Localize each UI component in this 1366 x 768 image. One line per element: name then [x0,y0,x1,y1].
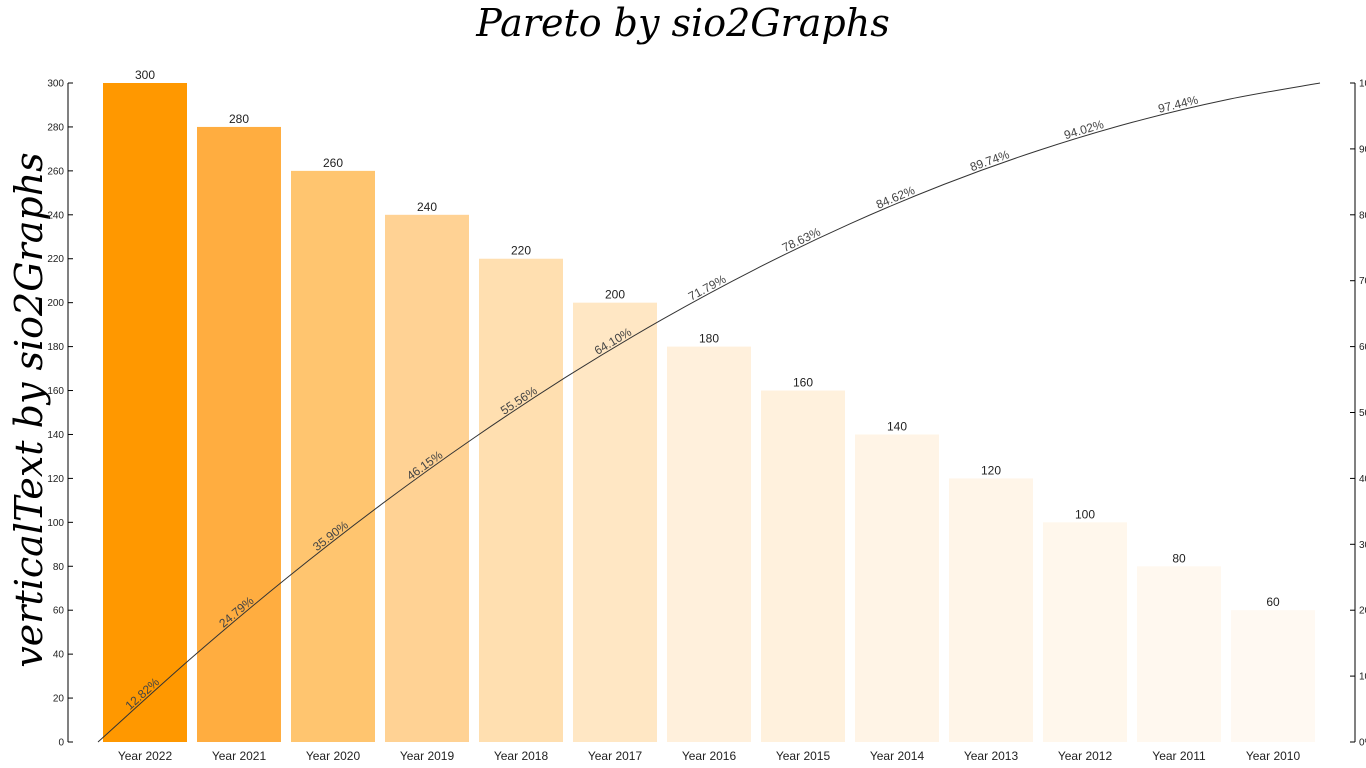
cumulative-label: 84.62% [874,183,917,212]
x-tick-label: Year 2015 [776,749,831,763]
cumulative-label: 78.63% [780,225,823,255]
y-tick-label: 60 [53,606,65,617]
y-tick-label: 300 [47,79,64,90]
bar-value-label: 240 [417,200,437,214]
bar-value-label: 100 [1075,507,1095,521]
bar [855,434,939,742]
bar-value-label: 60 [1266,595,1280,609]
x-tick-label: Year 2020 [306,749,361,763]
y2-tick-label: 60% [1359,342,1366,353]
bar [197,126,281,742]
bar-value-label: 160 [793,376,813,390]
y-tick-label: 0 [58,738,64,749]
x-tick-label: Year 2018 [494,749,549,763]
bar [103,83,187,742]
cumulative-label: 71.79% [686,272,729,304]
x-tick-label: Year 2011 [1152,749,1206,763]
y-tick-label: 40 [53,650,65,661]
y-tick-label: 180 [47,342,64,353]
x-tick-label: Year 2010 [1246,749,1301,763]
y2-tick-label: 40% [1359,474,1366,485]
y2-tick-label: 70% [1359,276,1366,287]
y-tick-label: 100 [47,518,64,529]
y-tick-label: 200 [47,298,64,309]
bar-value-label: 180 [699,332,719,346]
bar [667,346,751,742]
x-tick-label: Year 2021 [212,749,267,763]
bar-value-label: 200 [605,288,625,302]
cumulative-label: 97.44% [1157,93,1200,116]
y2-tick-label: 90% [1359,144,1366,155]
cumulative-line [97,82,1321,743]
bar-value-label: 300 [135,68,155,82]
bar-value-label: 140 [887,419,907,433]
bar-value-label: 120 [981,463,1001,477]
y2-tick-label: 30% [1359,540,1366,551]
y-tick-label: 280 [47,122,64,133]
y-tick-label: 260 [47,166,64,177]
y-tick-label: 160 [47,386,64,397]
x-tick-label: Year 2022 [118,749,173,763]
y2-tick-label: 100% [1359,79,1366,90]
x-tick-label: Year 2019 [400,749,455,763]
x-tick-label: Year 2014 [870,749,925,763]
bar-value-label: 220 [511,244,531,258]
cumulative-label: 94.02% [1062,117,1105,142]
y-tick-label: 140 [47,430,64,441]
x-tick-label: Year 2012 [1058,749,1113,763]
bar-value-label: 260 [323,156,343,170]
bar [949,478,1033,742]
bar [479,258,563,742]
y2-tick-label: 20% [1359,606,1366,617]
y2-tick-label: 0% [1359,738,1366,749]
bar [1231,610,1315,742]
y-tick-label: 240 [47,210,64,221]
y-tick-label: 80 [53,562,65,573]
bar-value-label: 280 [229,112,249,126]
bar [761,390,845,742]
chart-title: Pareto by sio2Graphs [476,1,890,45]
x-tick-label: Year 2013 [964,749,1019,763]
bar [291,170,375,742]
y-tick-label: 20 [53,694,65,705]
y2-tick-label: 10% [1359,672,1366,683]
y-tick-label: 120 [47,474,64,485]
x-tick-label: Year 2016 [682,749,737,763]
bar [1043,522,1127,742]
cumulative-label: 89.74% [968,147,1011,174]
y2-tick-label: 80% [1359,210,1366,221]
bar [1137,566,1221,742]
y-tick-label: 220 [47,254,64,265]
bar-value-label: 80 [1172,551,1186,565]
bar [385,214,469,743]
bar [573,302,657,742]
y2-tick-label: 50% [1359,408,1366,419]
x-tick-label: Year 2017 [588,749,643,763]
